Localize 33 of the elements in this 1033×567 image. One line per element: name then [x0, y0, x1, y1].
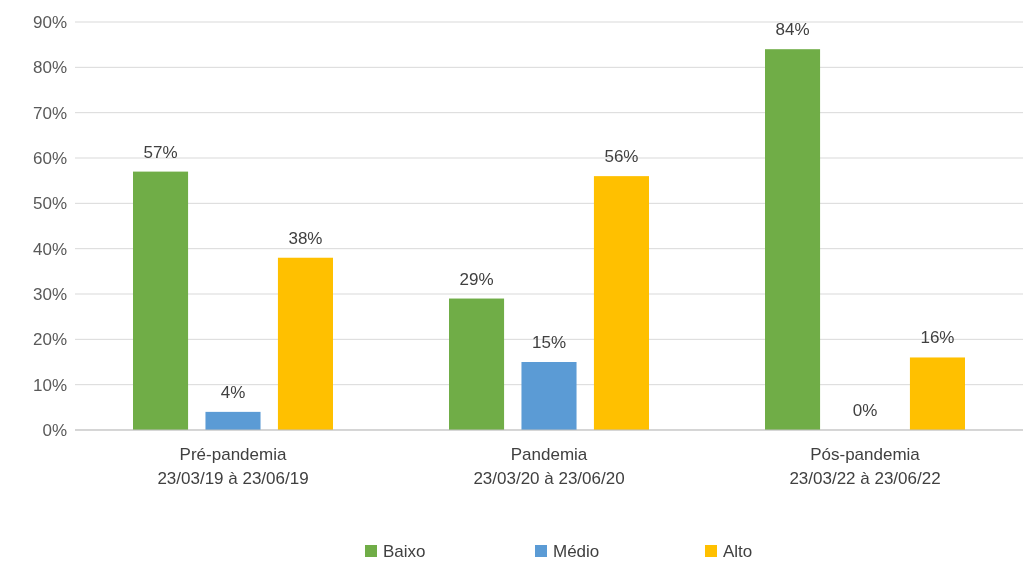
bar	[449, 298, 505, 430]
y-tick-label: 90%	[32, 12, 67, 32]
legend-label: Alto	[723, 542, 753, 561]
y-tick-label: 80%	[32, 58, 67, 78]
bar	[909, 357, 965, 430]
data-label: 84%	[775, 20, 810, 40]
data-label: 29%	[459, 269, 494, 289]
y-tick-label: 60%	[32, 148, 67, 168]
data-label: 16%	[920, 328, 955, 348]
y-tick-label: 70%	[32, 103, 67, 123]
y-tick-label: 10%	[32, 375, 67, 395]
data-label: 38%	[288, 228, 323, 248]
data-label: 57%	[143, 142, 178, 162]
bar	[205, 411, 261, 430]
bar	[593, 176, 649, 430]
y-tick-label: 50%	[32, 194, 67, 214]
y-tick-label: 40%	[32, 239, 67, 259]
bar	[277, 257, 333, 430]
bar	[133, 171, 189, 430]
bar	[521, 362, 577, 430]
x-tick-label: Pandemia 23/03/20 à 23/06/20	[473, 445, 625, 488]
legend-label: Baixo	[383, 542, 426, 561]
data-label: 4%	[220, 382, 246, 402]
data-label: 56%	[604, 147, 639, 167]
x-tick-label: Pré-pandemia 23/03/19 à 23/06/19	[157, 445, 309, 488]
data-label: 0%	[852, 401, 878, 420]
bar	[765, 49, 821, 430]
data-label: 15%	[531, 333, 567, 352]
x-tick-label: Pós-pandemia 23/03/22 à 23/06/22	[789, 445, 941, 488]
y-tick-label: 20%	[32, 330, 67, 350]
y-tick-label: 30%	[32, 284, 67, 304]
legend-label: Médio	[553, 542, 600, 561]
y-tick-label: 0%	[42, 420, 67, 440]
